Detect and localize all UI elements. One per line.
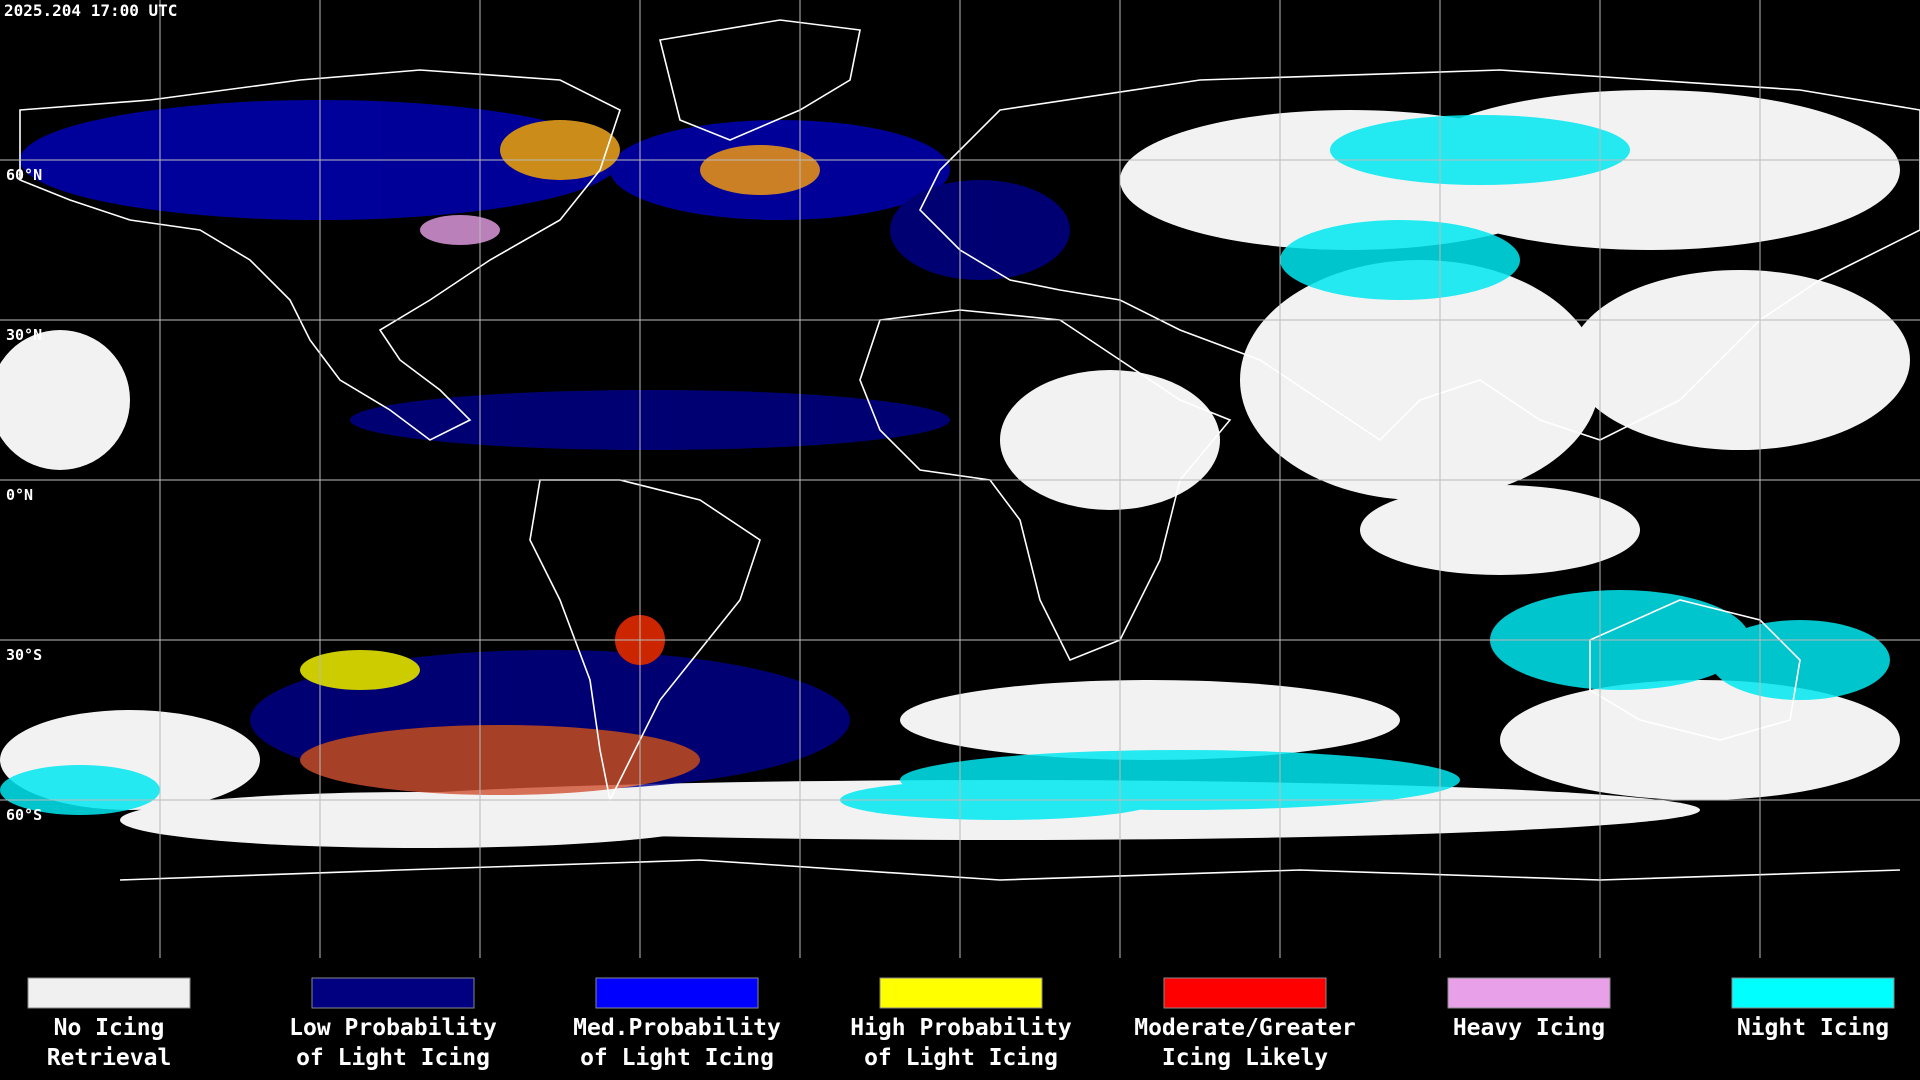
- legend-label: Moderate/Greater: [1134, 1015, 1356, 1041]
- legend-swatch: [1731, 977, 1895, 1009]
- latitude-label: 60°N: [6, 166, 42, 184]
- legend-swatch: [595, 977, 759, 1009]
- legend-label: of Light Icing: [580, 1045, 774, 1071]
- graticule: [0, 0, 1920, 958]
- latitude-label: 30°N: [6, 326, 42, 344]
- legend-label: Med.Probability: [573, 1015, 781, 1041]
- legend-label: Icing Likely: [1162, 1045, 1328, 1071]
- legend-label: of Light Icing: [296, 1045, 490, 1071]
- legend-swatch: [27, 977, 191, 1009]
- latitude-label: 0°N: [6, 486, 33, 504]
- legend-label: Retrieval: [47, 1045, 172, 1071]
- legend-swatch: [1163, 977, 1327, 1009]
- legend-label: Heavy Icing: [1453, 1015, 1605, 1041]
- legend-label: No Icing: [54, 1015, 165, 1041]
- latitude-label: 60°S: [6, 806, 42, 824]
- legend-swatch: [1447, 977, 1611, 1009]
- legend-swatch: [311, 977, 475, 1009]
- map: 60°N 30°N 0°N 30°S 60°S 2025.204 17:00 U…: [0, 0, 1920, 958]
- legend-swatch: [879, 977, 1043, 1009]
- timestamp: 2025.204 17:00 UTC: [4, 1, 177, 20]
- latitude-label: 30°S: [6, 646, 42, 664]
- legend-label: of Light Icing: [864, 1045, 1058, 1071]
- legend: No Icing Retrieval Low Probability of Light…: [27, 977, 1895, 1071]
- legend-label: Low Probability: [289, 1015, 497, 1041]
- legend-label: Night Icing: [1737, 1015, 1889, 1041]
- legend-label: High Probability: [850, 1015, 1072, 1041]
